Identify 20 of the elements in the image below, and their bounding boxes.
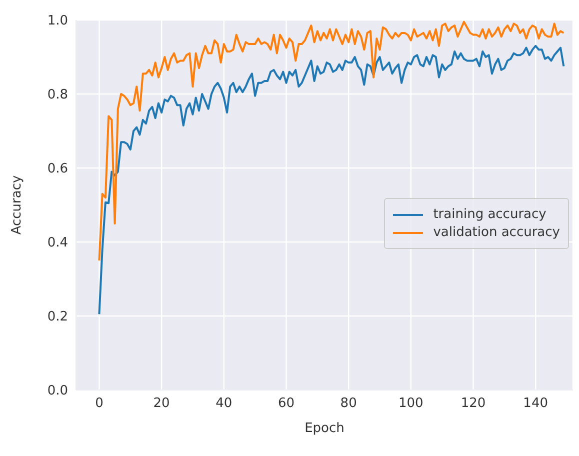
x-tick-label: 20	[153, 396, 170, 412]
line-series	[98, 20, 565, 262]
y-tick-label: 1.0	[47, 14, 68, 29]
x-tick-label: 0	[95, 396, 104, 412]
x-tick-label: 60	[278, 396, 295, 412]
y-tick-label: 0.4	[47, 236, 68, 251]
x-tick-label: 120	[460, 396, 486, 412]
x-tick-label: 40	[216, 396, 232, 412]
y-tick-label: 0.0	[47, 384, 68, 399]
legend-label: training accuracy	[433, 207, 546, 222]
x-axis-title: Epoch	[304, 421, 344, 436]
x-tick-label: 140	[523, 396, 548, 412]
y-tick-label: 0.2	[47, 310, 68, 325]
x-tick-label: 100	[398, 396, 424, 412]
y-axis-title: Accuracy	[10, 175, 25, 235]
legend-label: validation accuracy	[433, 225, 560, 240]
y-tick-label: 0.6	[47, 162, 68, 177]
x-tick-label: 80	[340, 396, 357, 412]
y-tick-label: 0.8	[47, 88, 68, 103]
line-series	[98, 44, 565, 316]
